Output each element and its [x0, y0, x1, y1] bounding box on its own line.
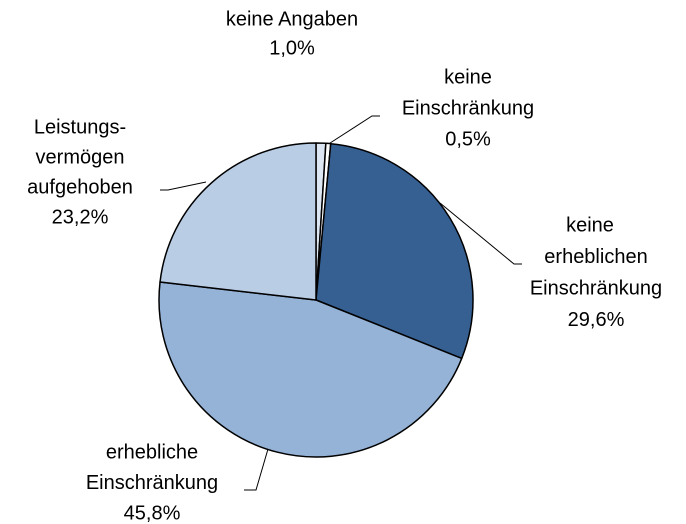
- slice-label: keine: [566, 214, 614, 236]
- leader-line: [244, 448, 269, 491]
- slice-label: Einschränkung: [402, 97, 534, 119]
- value-label: 29,6%: [568, 309, 625, 331]
- pie-slice: [315, 142, 474, 360]
- leader-line: [439, 202, 522, 265]
- leader-line: [160, 181, 207, 191]
- pie-slice: [159, 142, 317, 301]
- value-label: 45,8%: [124, 502, 181, 524]
- value-label: 23,2%: [52, 206, 109, 228]
- slice-label: keine: [444, 66, 492, 88]
- slice-label: erheblichen: [544, 246, 647, 268]
- leader-lines: [160, 115, 522, 491]
- leader-line: [326, 115, 380, 146]
- slice-label: vermögen: [36, 146, 125, 168]
- value-label: 1,0%: [269, 37, 315, 59]
- value-label: 0,5%: [445, 128, 491, 150]
- pie-slice: [158, 281, 463, 458]
- slice-label: Leistungs-: [34, 116, 126, 138]
- slice-label: Einschränkung: [530, 277, 662, 299]
- slice-label: aufgehoben: [27, 176, 133, 198]
- slice-label: keine Angaben: [226, 8, 358, 30]
- slice-label: Einschränkung: [86, 472, 218, 494]
- slice-label: erhebliche: [106, 441, 198, 463]
